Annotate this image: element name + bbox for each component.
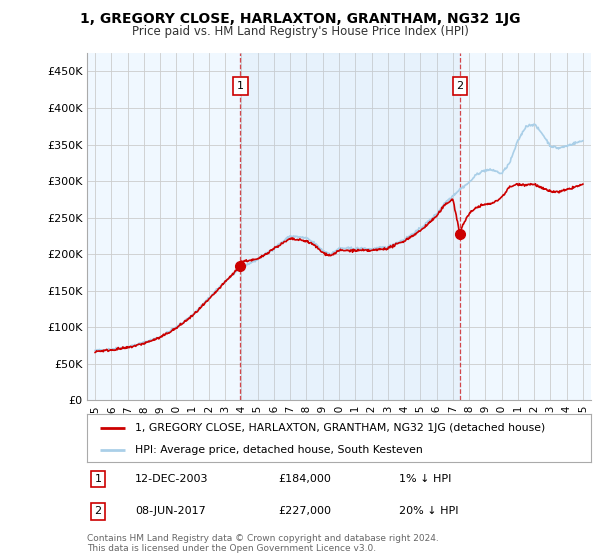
Text: 1: 1 — [95, 474, 101, 484]
Text: HPI: Average price, detached house, South Kesteven: HPI: Average price, detached house, Sout… — [135, 445, 422, 455]
Text: 2: 2 — [457, 81, 464, 91]
Text: Contains HM Land Registry data © Crown copyright and database right 2024.
This d: Contains HM Land Registry data © Crown c… — [87, 534, 439, 553]
Text: 1, GREGORY CLOSE, HARLAXTON, GRANTHAM, NG32 1JG (detached house): 1, GREGORY CLOSE, HARLAXTON, GRANTHAM, N… — [135, 423, 545, 433]
Text: £227,000: £227,000 — [278, 506, 332, 516]
Text: 2: 2 — [95, 506, 101, 516]
Text: 1, GREGORY CLOSE, HARLAXTON, GRANTHAM, NG32 1JG: 1, GREGORY CLOSE, HARLAXTON, GRANTHAM, N… — [80, 12, 520, 26]
Bar — [241, 53, 460, 400]
Text: 1: 1 — [237, 81, 244, 91]
Text: 20% ↓ HPI: 20% ↓ HPI — [400, 506, 459, 516]
Text: 1% ↓ HPI: 1% ↓ HPI — [400, 474, 452, 484]
Text: £184,000: £184,000 — [278, 474, 331, 484]
Text: 08-JUN-2017: 08-JUN-2017 — [135, 506, 206, 516]
Text: Price paid vs. HM Land Registry's House Price Index (HPI): Price paid vs. HM Land Registry's House … — [131, 25, 469, 38]
Text: 12-DEC-2003: 12-DEC-2003 — [135, 474, 208, 484]
